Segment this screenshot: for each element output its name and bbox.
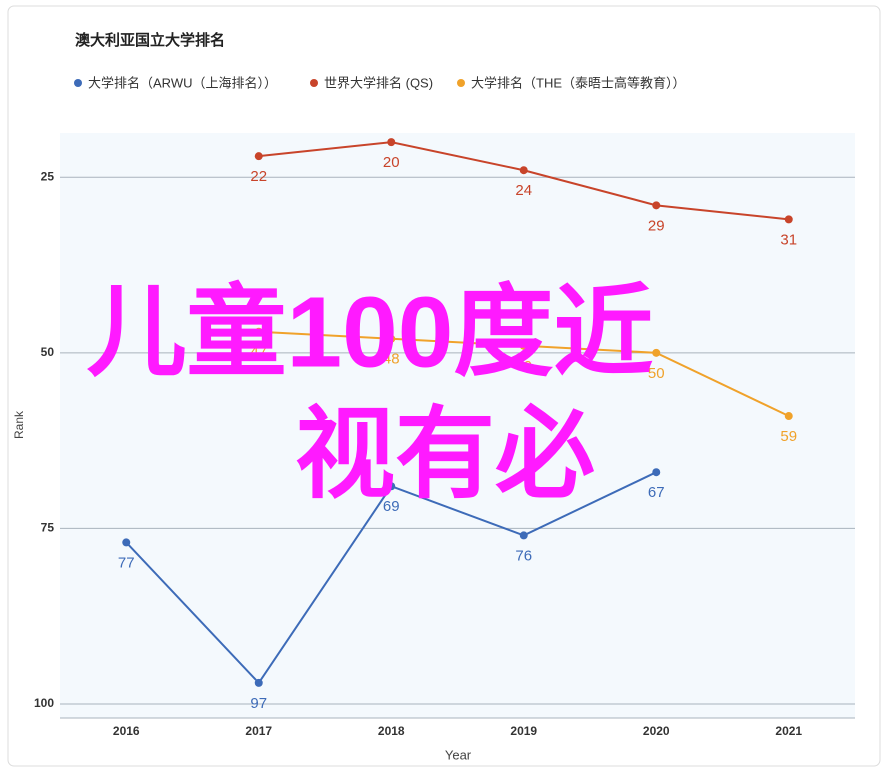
data-point (387, 334, 396, 343)
data-point (122, 538, 131, 547)
legend-swatch (457, 79, 465, 87)
y-tick-label: 25 (41, 169, 55, 183)
data-point (652, 348, 661, 357)
data-point (652, 201, 661, 210)
data-point (519, 166, 528, 175)
chart-title: 澳大利亚国立大学排名 (75, 31, 225, 49)
data-label: 29 (648, 217, 665, 234)
data-label: 24 (515, 182, 532, 199)
data-point (784, 412, 793, 421)
x-axis-title: Year (445, 747, 472, 762)
legend-swatch (74, 79, 82, 87)
data-label: 47 (250, 344, 267, 361)
data-label: 69 (383, 498, 400, 515)
data-point (387, 482, 396, 491)
data-point (519, 531, 528, 540)
legend-label: 世界大学排名 (QS) (324, 75, 433, 90)
data-point (784, 215, 793, 224)
data-point (519, 341, 528, 350)
legend-swatch (310, 79, 318, 87)
x-tick-label: 2018 (378, 724, 405, 738)
data-label: 97 (250, 695, 267, 712)
data-label: 77 (118, 554, 135, 571)
y-tick-label: 50 (41, 345, 55, 359)
plot-area (60, 133, 855, 718)
data-point (387, 138, 396, 147)
data-point (652, 468, 661, 477)
data-point (254, 327, 263, 336)
overlay-text: 儿童100度近 (87, 276, 654, 388)
legend-label: 大学排名（ARWU（上海排名）） (88, 75, 277, 90)
data-label: 48 (383, 351, 400, 368)
x-tick-label: 2020 (643, 724, 670, 738)
data-label: 20 (383, 154, 400, 171)
x-tick-label: 2019 (510, 724, 537, 738)
y-axis-title: Rank (12, 410, 26, 439)
legend-label: 大学排名（THE（泰晤士高等教育）） (471, 75, 686, 90)
x-tick-label: 2016 (113, 724, 140, 738)
data-label: 49 (515, 358, 532, 375)
data-label: 50 (648, 365, 665, 382)
data-label: 67 (648, 484, 665, 501)
overlay-text: 视有必 (295, 398, 595, 510)
y-tick-label: 100 (34, 696, 54, 710)
data-label: 22 (250, 168, 267, 185)
data-point (254, 152, 263, 161)
data-point (254, 678, 263, 687)
y-tick-label: 75 (41, 521, 55, 535)
data-label: 31 (780, 231, 797, 248)
x-tick-label: 2021 (775, 724, 802, 738)
x-tick-label: 2017 (245, 724, 272, 738)
data-label: 76 (515, 547, 532, 564)
data-label: 59 (780, 428, 797, 445)
